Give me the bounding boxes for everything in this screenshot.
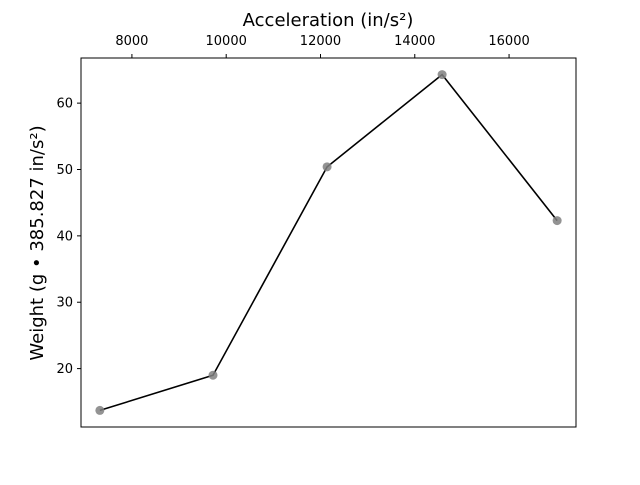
- data-point: [322, 162, 332, 172]
- y-tick-label: 30: [56, 296, 73, 311]
- y-tick-label: 60: [56, 97, 73, 112]
- x-axis-title: Acceleration (in/s²): [243, 10, 414, 31]
- y-tick-label: 20: [56, 362, 73, 377]
- data-point: [95, 405, 105, 415]
- x-tick-label: 8000: [115, 34, 148, 49]
- x-tick-label: 14000: [394, 34, 435, 49]
- x-tick-label: 10000: [206, 34, 247, 49]
- x-tick-label: 12000: [300, 34, 341, 49]
- plot-frame: [80, 57, 577, 428]
- x-tick-label: 16000: [488, 34, 529, 49]
- data-point: [437, 70, 447, 80]
- series-line: [99, 73, 558, 412]
- data-point: [208, 370, 218, 380]
- y-axis-title: Weight (g • 385.827 in/s²): [27, 125, 48, 360]
- data-point: [552, 216, 562, 226]
- y-tick-label: 40: [56, 229, 73, 244]
- y-tick-label: 50: [56, 163, 73, 178]
